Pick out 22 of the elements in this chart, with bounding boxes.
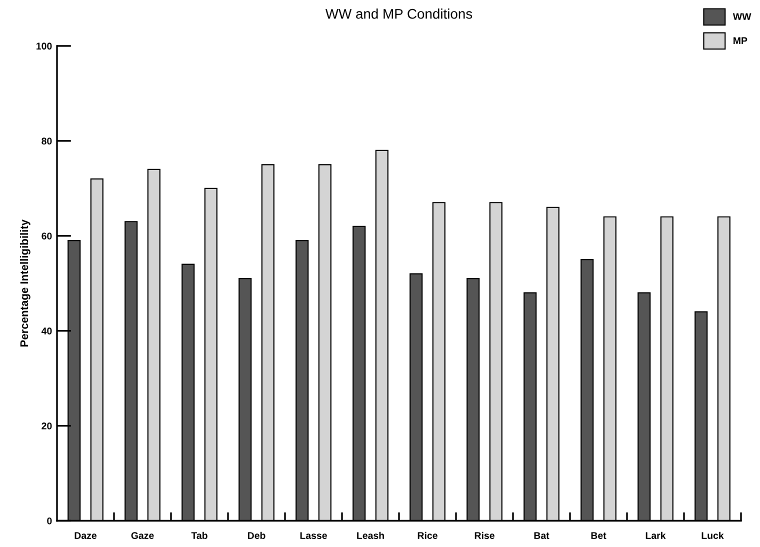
x-tick-label: Gaze — [131, 532, 154, 539]
y-axis-title: Percentage Intelligibility — [20, 219, 30, 347]
x-tick-label: Bat — [534, 532, 550, 539]
y-tick-label: 20 — [42, 422, 52, 430]
x-tick-label: Bet — [591, 532, 606, 539]
y-tick-label: 80 — [42, 138, 52, 145]
x-tick-label: Rise — [474, 532, 494, 539]
x-tick-label: Luck — [702, 532, 724, 539]
y-tick-label: 0 — [47, 517, 52, 524]
legend-label: WW — [732, 13, 752, 20]
y-tick-label: 40 — [41, 328, 52, 334]
x-tick-label: Lasse — [300, 532, 327, 539]
chart-title: WW and MP Conditions — [325, 8, 472, 19]
x-tick-label: Rice — [418, 532, 438, 539]
legend-label: MP — [734, 37, 748, 44]
x-tick-label: Leash — [357, 532, 384, 539]
x-tick-label: Daze — [74, 532, 97, 539]
x-tick-label: Tab — [191, 532, 208, 539]
x-tick-label: Deb — [248, 532, 266, 539]
y-tick-label: 60 — [42, 232, 52, 240]
y-tick-label: 100 — [36, 42, 52, 50]
x-tick-label: Lark — [646, 532, 666, 539]
